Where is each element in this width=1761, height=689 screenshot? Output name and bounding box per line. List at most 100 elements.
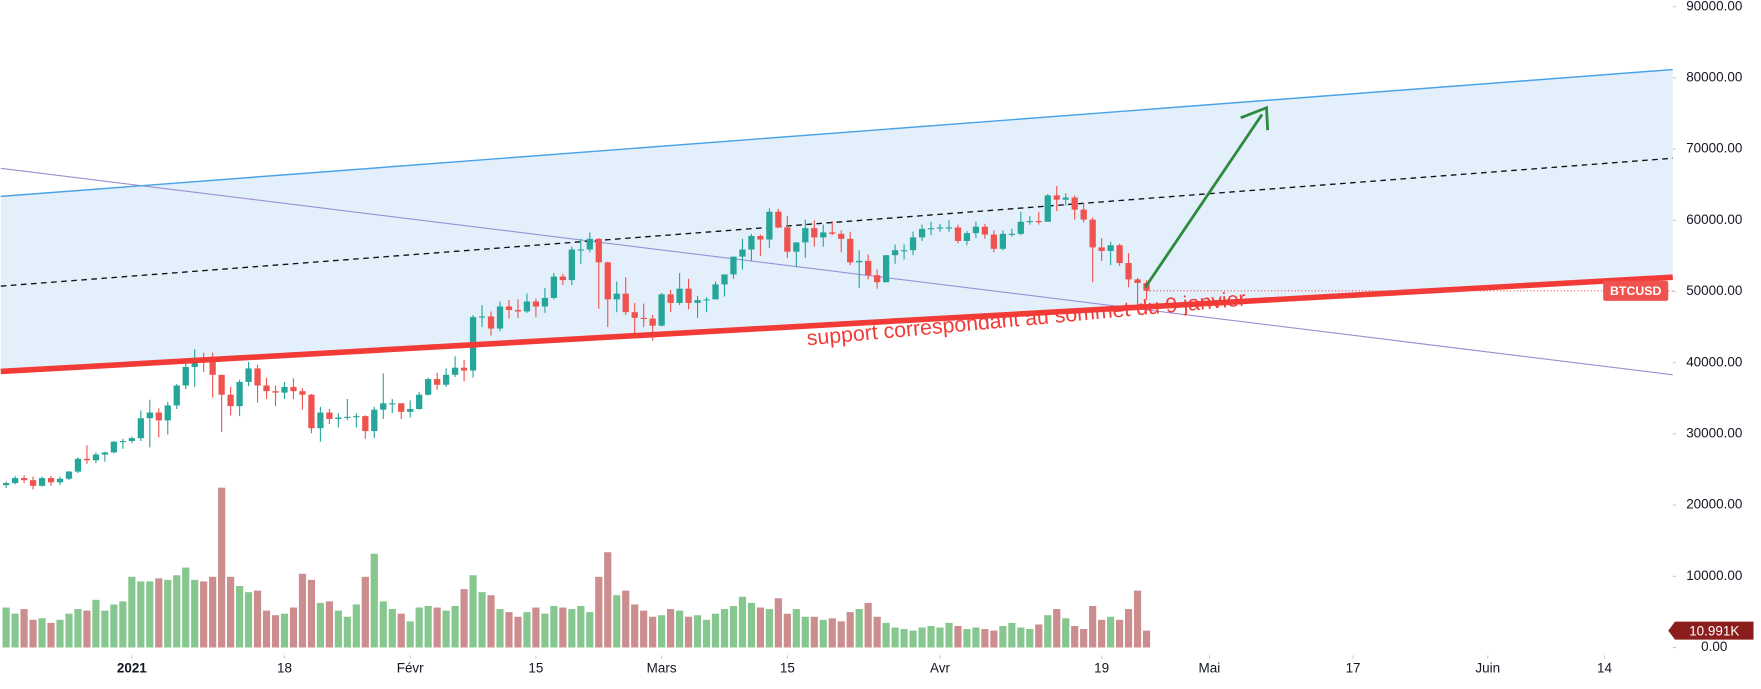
volume-bar — [693, 615, 702, 648]
volume-bar — [442, 610, 450, 648]
volume-bar — [1044, 615, 1052, 648]
candle-body — [182, 366, 189, 386]
volume-bar — [352, 604, 360, 648]
volume-bar — [325, 601, 333, 648]
candle-body — [272, 391, 279, 393]
volume-bar — [316, 602, 325, 648]
candle-body — [1017, 221, 1024, 234]
candle-body — [299, 391, 306, 395]
candle-body — [56, 478, 64, 483]
candle-body — [874, 275, 881, 283]
volume-bar — [155, 578, 163, 648]
volume-bar — [137, 581, 145, 648]
volume-bar — [83, 610, 91, 648]
candle-body — [263, 385, 270, 392]
volume-bar — [702, 619, 711, 648]
volume-bar — [936, 627, 944, 648]
volume-bar — [280, 613, 289, 648]
candle-body — [712, 284, 719, 300]
candle-body — [110, 441, 118, 453]
volume-bar — [595, 576, 603, 648]
candle-body — [613, 293, 620, 300]
volume-bar — [676, 610, 684, 648]
volume-bar — [1062, 618, 1070, 648]
volume-bar — [927, 625, 935, 648]
candle-body — [891, 250, 899, 256]
candle-body — [1053, 195, 1060, 200]
candle-body — [793, 242, 800, 252]
candle-body — [65, 471, 73, 479]
volume-bar — [11, 613, 19, 648]
candle-body — [631, 312, 638, 318]
candle-body — [918, 228, 926, 238]
volume-bar — [1098, 619, 1106, 648]
x-tick-label: 15 — [780, 660, 795, 675]
volume-bar — [945, 622, 953, 648]
candle-body — [784, 227, 791, 252]
channel-top — [0, 68, 1673, 198]
volume-bar — [433, 607, 441, 648]
candle-body — [703, 299, 710, 301]
volume-bar — [882, 622, 890, 648]
volume-bar — [56, 619, 64, 648]
candle-body — [820, 232, 827, 238]
volume-bar — [658, 615, 666, 648]
y-tick-label: 70000.00 — [1686, 141, 1742, 156]
candle-body — [882, 255, 890, 283]
volume-bar — [1089, 605, 1097, 648]
candle-body — [757, 235, 764, 240]
candle-body — [676, 288, 683, 303]
candle-body — [900, 250, 908, 252]
candle-body — [1116, 245, 1123, 264]
candle-body — [281, 386, 288, 393]
volume-bar — [783, 613, 791, 648]
candle-body — [954, 227, 962, 241]
candle-body — [604, 262, 611, 300]
candle-body — [20, 478, 28, 481]
candle-body — [164, 405, 171, 421]
x-tick-label: Févr — [397, 660, 424, 675]
volume-bar — [487, 595, 495, 648]
volume-bar — [972, 627, 980, 648]
volume-bar — [1080, 629, 1088, 648]
volume-bar — [469, 575, 477, 648]
axes: BTCUSD 0.00 10000.00 20000.00 30000.00 40000.… — [117, 0, 1754, 675]
y-tick-label: 0.00 — [1701, 639, 1727, 654]
volume-bar — [1107, 616, 1115, 648]
y-tick-label: 60000.00 — [1686, 212, 1742, 227]
volume-bar — [1053, 609, 1061, 648]
volume-bar — [756, 607, 765, 648]
volume-bar — [496, 609, 504, 648]
candle-body — [981, 226, 989, 235]
candle-body — [1008, 233, 1015, 235]
candle-body — [514, 310, 522, 312]
volume-bar — [577, 605, 585, 648]
candle-body — [649, 318, 656, 326]
volume-bar — [541, 613, 549, 648]
candle-body — [371, 409, 378, 432]
candle-body — [990, 234, 998, 249]
volume-bar — [289, 607, 298, 648]
candle-body — [936, 227, 944, 229]
candle-body — [380, 403, 387, 410]
volume-bar — [963, 629, 971, 648]
volume-bar — [631, 604, 639, 648]
candle-body — [119, 441, 127, 443]
candle-body — [442, 374, 450, 385]
volume-bar — [424, 605, 432, 648]
candle-body — [999, 233, 1007, 249]
volume-bar — [1008, 622, 1016, 648]
candle-body — [1062, 197, 1069, 200]
candle-body — [416, 394, 423, 409]
volume-bar — [119, 601, 127, 648]
candle-body — [730, 256, 737, 275]
volume-bar — [1133, 590, 1142, 648]
candle-body — [685, 288, 692, 303]
volume-bar — [415, 607, 423, 648]
volume-bar — [514, 616, 522, 648]
candle-body — [137, 418, 144, 439]
candle-body — [451, 367, 459, 375]
candle-body — [460, 367, 468, 371]
